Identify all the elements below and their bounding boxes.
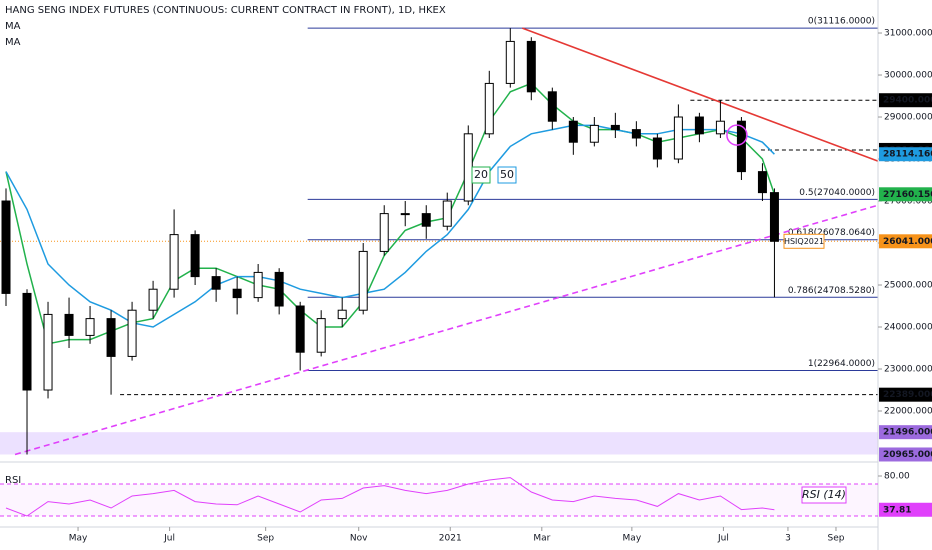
y-tick-label: 25000.0000 <box>884 281 932 291</box>
price-label-box <box>879 425 932 440</box>
x-tick-label: Mar <box>533 534 550 544</box>
ma-label-box <box>497 166 517 184</box>
price-label: 22389.0000 <box>883 390 932 400</box>
candle-body <box>232 288 242 299</box>
ma-label: 50 <box>500 168 514 181</box>
price-label: 27160.1500 <box>883 190 932 200</box>
candle-body <box>1 200 11 294</box>
ma-label-box <box>471 166 491 184</box>
fib-label: 1(22964.0000) <box>808 359 875 369</box>
candle-body <box>421 213 431 227</box>
candle-body <box>547 91 557 122</box>
indicator-label: MA <box>5 21 21 32</box>
rsi-band-fill <box>0 484 878 516</box>
y-tick-label: 24000.0000 <box>884 323 932 333</box>
candle-body <box>22 292 32 391</box>
fib-label: 0(31116.0000) <box>808 17 875 27</box>
candle-body <box>64 313 74 336</box>
price-label-box <box>879 93 932 108</box>
symbol-label: HSIQ2021 <box>784 237 824 246</box>
x-tick-label: Jul <box>163 534 175 544</box>
rsi-value-label: 37.81 <box>883 505 911 515</box>
price-label: 29400.0000 <box>883 96 932 106</box>
candle-body <box>127 309 137 357</box>
candle-body <box>589 124 599 143</box>
x-tick-label: Nov <box>350 534 368 544</box>
candle-body <box>316 318 326 353</box>
rsi-name: RSI (14) <box>802 488 846 501</box>
price-label: 26041.0000 <box>883 237 932 247</box>
x-tick-label: Sep <box>257 534 274 544</box>
candle-body <box>400 213 410 216</box>
candle-body <box>652 137 662 160</box>
candle-body <box>337 309 347 320</box>
chart-title: HANG SENG INDEX FUTURES (CONTINUOUS: CUR… <box>5 5 446 16</box>
x-tick-label: May <box>623 534 642 544</box>
candle-body <box>274 271 284 307</box>
support-zone <box>0 432 878 455</box>
plot: 0(31116.0000) 0.5(27040.0000) 0.618(26078.… <box>0 17 879 456</box>
candle-body <box>190 234 200 278</box>
candle-body <box>673 116 683 160</box>
fib-label: 0.786(24708.5280) <box>788 286 875 296</box>
candle-body <box>769 192 779 242</box>
candle-body <box>631 129 641 139</box>
fib-label: 0.618(26078.0640) <box>788 228 875 238</box>
y-tick-label: 30000.0000 <box>884 71 932 81</box>
y-tick-label: 31000.0000 <box>884 29 932 39</box>
highlight-circle <box>726 124 748 146</box>
x-tick-label: 2021 <box>439 534 462 544</box>
candle-body <box>442 200 452 227</box>
x-tick-label: Sep <box>827 534 844 544</box>
price-label-box <box>879 447 932 462</box>
price-label-box <box>879 187 932 202</box>
rsi-line <box>5 477 775 517</box>
fib-label: 0.5(27040.0000) <box>799 188 875 198</box>
x-tick-label: 3 <box>785 534 791 544</box>
candle-body <box>568 120 578 143</box>
price-label-box <box>879 234 932 249</box>
candle-body <box>169 234 179 290</box>
y-tick-label: 22000.0000 <box>884 407 932 417</box>
y-tick-label: 23000.0000 <box>884 365 932 375</box>
symbol-box <box>783 233 825 249</box>
x-tick-label: May <box>69 534 88 544</box>
ma-label: 20 <box>474 168 488 181</box>
candle-body <box>211 276 221 290</box>
indicator-label: MA <box>5 37 21 48</box>
candle-body <box>43 313 53 391</box>
trendline <box>522 27 879 162</box>
candle-body <box>505 40 515 84</box>
candle-body <box>757 171 767 194</box>
candle-body <box>148 288 158 311</box>
candle-body <box>736 120 746 173</box>
rsi-name-box <box>801 486 847 504</box>
candle-body <box>379 213 389 252</box>
y-tick-label: 27000.0000 <box>884 197 932 207</box>
x-tick-label: Jul <box>717 534 729 544</box>
price-label-box <box>879 387 932 402</box>
candle-body <box>253 271 263 299</box>
price-label: 21496.0000 <box>883 428 932 438</box>
candle-body <box>694 116 704 135</box>
candle-body <box>106 318 116 357</box>
price-label: 28114.1600 <box>883 150 932 160</box>
rsi-title: RSI <box>5 475 21 486</box>
candle-body <box>295 305 305 353</box>
rsi-tick-label: 80.00 <box>884 472 910 482</box>
candle-body <box>85 318 95 336</box>
candle-body <box>526 40 536 93</box>
rsi-value-box <box>879 502 932 517</box>
price-label-box <box>879 147 932 162</box>
candle-body <box>463 133 473 202</box>
candle-body <box>358 250 368 311</box>
candle-body <box>610 124 620 131</box>
candle-body <box>484 82 494 135</box>
candle-body <box>715 120 725 135</box>
price-label: 20965.0000 <box>883 450 932 460</box>
y-tick-label: 29000.0000 <box>884 113 932 123</box>
